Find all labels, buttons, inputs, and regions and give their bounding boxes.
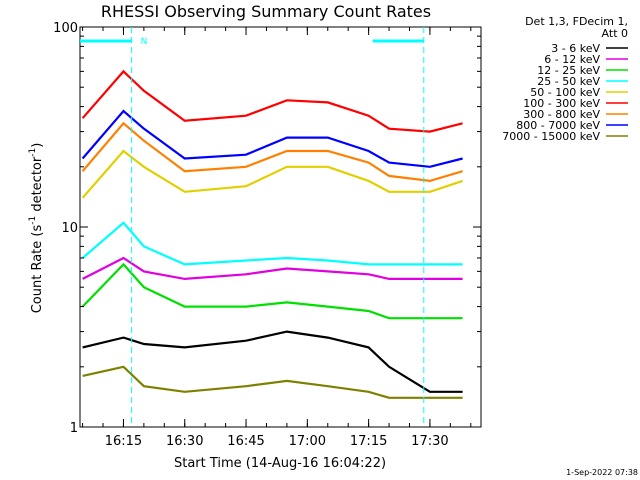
series-line-800-7000-kev (81, 109, 463, 168)
series-line-3-6-kev (82, 330, 463, 393)
series-line-6-12-kev (82, 256, 463, 281)
timestamp: 1-Sep-2022 07:38 (566, 468, 638, 477)
series-line-12-25-kev (81, 262, 463, 320)
y-axis-label-tail: detector (30, 156, 45, 216)
series-line-7000-15000-kev (82, 365, 463, 399)
y-tick-label: 10 (61, 221, 78, 236)
legend-label: 7000 - 15000 keV (502, 130, 600, 143)
legend-label: 300 - 800 keV (523, 108, 600, 121)
series-layer (81, 69, 463, 399)
y-axis-label-tail-sup: -1 (28, 148, 38, 157)
legend-label: 3 - 6 keV (551, 42, 600, 55)
y-axis-label-sup: -1 (28, 216, 38, 225)
y-tick-label: 100 (53, 21, 78, 36)
legend-header: Det 1,3, FDecim 1, (525, 15, 628, 28)
y-axis: 1 10 100 (53, 21, 481, 436)
legend-label: 6 - 12 keV (544, 53, 600, 66)
y-axis-label-close: ) (30, 143, 45, 148)
chart-title: RHESSI Observing Summary Count Rates (101, 2, 431, 21)
legend-label: 100 - 300 keV (523, 97, 600, 110)
legend-label: 50 - 100 keV (530, 86, 600, 99)
legend-header: Att 0 (602, 27, 628, 40)
x-tick-label: 16:15 (105, 434, 142, 449)
x-axis-label: Start Time (14-Aug-16 16:04:22) (174, 456, 386, 471)
y-tick-label: 1 (70, 421, 78, 436)
legend-label: 12 - 25 keV (537, 64, 600, 77)
x-tick-label: 17:15 (350, 434, 387, 449)
x-tick-label: 16:30 (166, 434, 203, 449)
x-tick-label: 16:45 (227, 434, 264, 449)
series-line-50-100-kev (81, 149, 463, 199)
x-axis: 16:15 16:30 16:45 17:00 17:15 17:30 (82, 27, 472, 449)
flag-label: N (141, 37, 148, 47)
series-line-300-800-kev (81, 121, 463, 183)
legend-label: 25 - 50 keV (537, 75, 600, 88)
legend-label: 800 - 7000 keV (516, 119, 600, 132)
series-line-25-50-kev (81, 221, 463, 266)
attenuator-bars: N (80, 27, 425, 427)
x-tick-label: 17:00 (289, 434, 326, 449)
x-tick-label: 17:30 (411, 434, 448, 449)
y-axis-label: Count Rate (s-1 detector-1) (28, 143, 45, 314)
series-line-100-300-kev (81, 69, 463, 133)
y-axis-label-main: Count Rate (s (30, 225, 45, 314)
